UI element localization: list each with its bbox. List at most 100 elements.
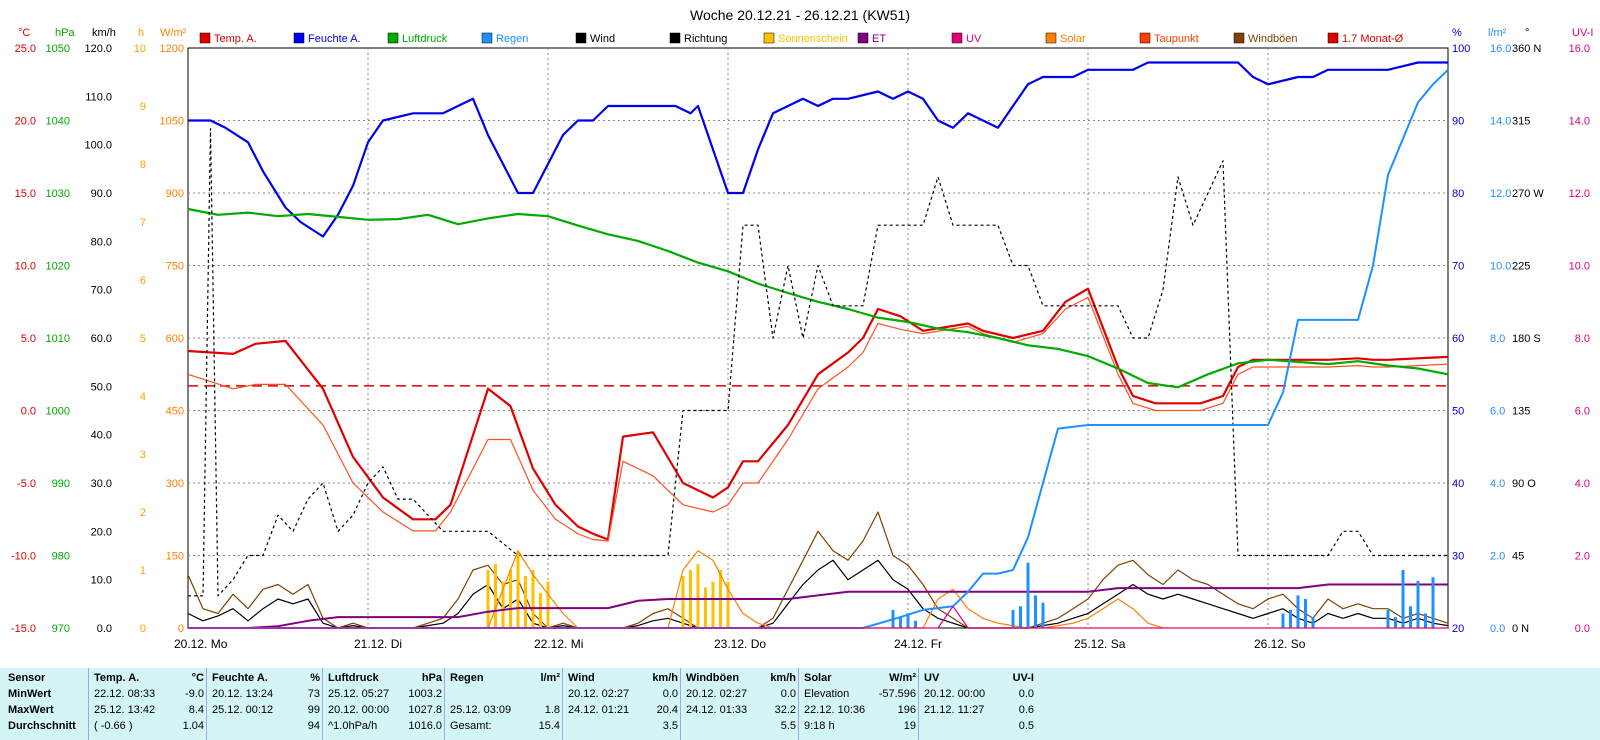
stats-min-time: 25.12. 05:27 (328, 688, 390, 700)
stats-max-value: 20.4 (656, 704, 678, 716)
stats-max-time: 22.12. 10:36 (804, 704, 866, 716)
axis-tick-wind: 120.0 (84, 43, 112, 55)
stats-min-value: 0.0 (662, 688, 678, 700)
axis-tick-uv: 2.0 (1575, 551, 1590, 563)
legend-label: Sonnenschein (778, 33, 848, 45)
series-regen-stunde--bar (914, 620, 917, 628)
axis-tick-sunshine: 6 (140, 275, 146, 287)
stats-column-unit: km/h (770, 672, 796, 684)
axis-tick-sunshine: 1 (140, 565, 146, 577)
series-regen-stunde--bar (1431, 577, 1435, 628)
stats-max-time: 25.12. 03:09 (450, 704, 512, 716)
stats-column-divider (88, 668, 89, 740)
stats-avg-value: 5.5 (780, 720, 796, 732)
legend-label: Temp. A. (214, 33, 257, 45)
stats-column-divider (680, 668, 681, 740)
stats-row-label: MaxWert (8, 704, 54, 716)
stats-avg-value: 15.4 (538, 720, 560, 732)
stats-column-header: Luftdruck (328, 672, 379, 684)
axis-tick-uv: 14.0 (1569, 116, 1590, 128)
legend-swatch (951, 32, 963, 44)
axis-tick-humidity: 90 (1452, 116, 1464, 128)
stats-max-value: 99 (307, 704, 320, 716)
axis-tick-uv: 4.0 (1575, 478, 1590, 490)
series-regen-stunde--bar (1304, 599, 1307, 628)
series-regen-stunde--bar (1386, 609, 1390, 628)
series-regen-stunde--bar (1409, 606, 1412, 628)
stats-min-time: 20.12. 00:00 (924, 688, 986, 700)
axis-unit-rain: l/m² (1488, 27, 1507, 39)
axis-tick-solar: 600 (166, 333, 184, 345)
legend-label: Richtung (684, 33, 727, 45)
series-regen-stunde--bar (1281, 613, 1285, 628)
axis-tick-wind: 60.0 (91, 333, 112, 345)
stats-avg-value: 94 (307, 720, 320, 732)
stats-max-time: 24.12. 01:33 (686, 704, 748, 716)
stats-column-header: Regen (450, 672, 484, 684)
axis-tick-sunshine: 8 (140, 159, 146, 171)
stats-min-time: 20.12. 13:24 (212, 688, 274, 700)
axis-unit-uv: UV-I (1572, 27, 1593, 39)
legend: Temp. A. Feuchte A. Luftdruck Regen Wind Rich… (199, 32, 1404, 45)
x-tick-label: 21.12. Di (354, 637, 402, 651)
stats-max-time: 20.12. 00:00 (328, 704, 390, 716)
axis-tick-solar: 1200 (160, 43, 184, 55)
grid (188, 48, 1448, 628)
axis-tick-direction: 135 (1512, 406, 1530, 418)
stats-row-label: MinWert (8, 688, 52, 700)
legend-label: UV (966, 33, 982, 45)
axis-tick-uv: 6.0 (1575, 406, 1590, 418)
stats-column-unit: hPa (421, 672, 442, 684)
series-regen-stunde--bar (891, 609, 895, 628)
stats-min-value: -9.0 (185, 688, 204, 700)
series-feuchte-a--line (188, 61, 1448, 238)
stats-avg-value: 19 (903, 720, 916, 732)
series-sonnenschein-bar (509, 570, 512, 628)
x-tick-label: 20.12. Mo (174, 637, 228, 651)
axis-tick-solar: 150 (166, 551, 184, 563)
axis-tick-wind: 30.0 (91, 478, 112, 490)
axis-tick-wind: 40.0 (91, 430, 112, 442)
axis-tick-rain: 16.0 (1490, 43, 1511, 55)
axis-tick-rain: 10.0 (1490, 261, 1511, 273)
stats-column-divider (798, 668, 799, 740)
series-regen-stunde--bar (1296, 595, 1300, 628)
legend-swatch (857, 32, 869, 44)
axis-tick-pressure: 1010 (46, 333, 70, 345)
axis-tick-temp: -15.0 (11, 623, 36, 635)
legend-label: ET (872, 33, 886, 45)
axis-tick-rain: 2.0 (1490, 551, 1505, 563)
series-sonnenschein-bar (516, 552, 520, 628)
axis-tick-rain: 14.0 (1490, 116, 1511, 128)
stats-column-unit: °C (191, 672, 204, 684)
series-sonnenschein-bar (711, 581, 715, 628)
axis-tick-wind: 110.0 (85, 91, 112, 103)
series-regen-stunde--bar (1289, 609, 1292, 628)
stats-max-value: 196 (897, 704, 916, 716)
stats-column-divider (918, 668, 919, 740)
stats-column-unit: W/m² (889, 672, 916, 684)
axis-tick-wind: 50.0 (91, 381, 112, 393)
legend-swatch (763, 32, 775, 44)
x-axis-labels: 20.12. Mo 21.12. Di 22.12. Mi 23.12. Do 24.1… (174, 637, 1306, 651)
axis-tick-humidity: 100 (1452, 43, 1470, 55)
axis-unit-solar: W/m² (160, 27, 187, 39)
legend-swatch (387, 32, 399, 44)
series-sonnenschein-bar (704, 587, 707, 628)
axis-tick-rain: 0.0 (1490, 623, 1505, 635)
x-tick-label: 24.12. Fr (894, 637, 942, 651)
stats-column-header: Wind (568, 672, 595, 684)
stats-max-value: 0.6 (1018, 704, 1034, 716)
legend-swatch (1233, 32, 1245, 44)
series-solar-line (487, 550, 1164, 629)
series-sonnenschein-bar (524, 575, 527, 628)
chart-title: Woche 20.12.21 - 26.12.21 (KW51) (690, 7, 910, 23)
series-regen-stunde--bar (1026, 562, 1030, 628)
stats-column-unit: UV-I (1012, 672, 1034, 684)
data-marks (187, 61, 1449, 629)
stats-avg-extra: ( -0.66 ) (94, 720, 133, 732)
axis-unit-sunshine: h (138, 27, 144, 39)
axis-tick-wind: 80.0 (91, 236, 112, 248)
axis-tick-humidity: 60 (1452, 333, 1464, 345)
stats-row-label: Sensor (8, 672, 46, 684)
